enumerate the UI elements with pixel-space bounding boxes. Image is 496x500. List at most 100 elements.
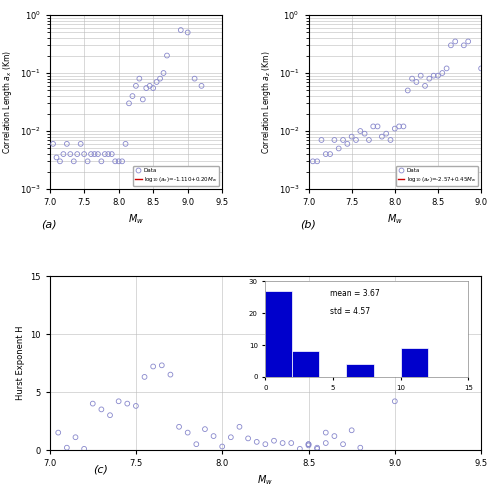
Point — [201, 425, 209, 433]
Point — [190, 74, 198, 82]
Point — [97, 406, 105, 413]
X-axis label: $M_w$: $M_w$ — [387, 212, 403, 226]
Point — [84, 158, 92, 166]
Point — [408, 284, 416, 292]
Point — [124, 400, 131, 407]
Point — [335, 144, 343, 152]
Point — [63, 140, 71, 148]
Legend: Data, $\log_{10}(a_z)$=-2.57+0.45$M_w$: Data, $\log_{10}(a_z)$=-2.57+0.45$M_w$ — [396, 166, 478, 186]
Point — [270, 436, 278, 444]
Y-axis label: Correlation Length $a_z$ (Km): Correlation Length $a_z$ (Km) — [260, 50, 273, 154]
X-axis label: $M_w$: $M_w$ — [128, 212, 144, 226]
Point — [417, 72, 425, 80]
Point — [296, 445, 304, 453]
Legend: Data, $\log_{10}(a_x)$=-1.110+0.20$M_w$: Data, $\log_{10}(a_x)$=-1.110+0.20$M_w$ — [133, 166, 219, 186]
Point — [356, 444, 364, 452]
Point — [382, 130, 390, 138]
Point — [399, 122, 407, 130]
Point — [365, 298, 373, 306]
Point — [104, 150, 112, 158]
Point — [305, 440, 312, 448]
Point — [60, 150, 67, 158]
Point — [167, 370, 175, 378]
Point — [87, 150, 95, 158]
Point — [322, 428, 330, 436]
Point — [430, 72, 437, 80]
Point — [177, 26, 185, 34]
Point — [408, 74, 416, 82]
Point — [305, 440, 312, 448]
Point — [339, 440, 347, 448]
Text: (b): (b) — [300, 220, 316, 230]
Point — [313, 444, 321, 452]
Point — [80, 150, 88, 158]
Point — [175, 423, 183, 431]
Point — [153, 78, 161, 86]
Point — [451, 38, 459, 46]
Point — [391, 124, 399, 132]
Point — [227, 433, 235, 441]
Point — [369, 122, 377, 130]
Point — [412, 78, 420, 86]
Point — [63, 444, 71, 452]
Text: (a): (a) — [41, 220, 57, 230]
Point — [218, 442, 226, 450]
Point — [365, 136, 373, 144]
Point — [236, 423, 244, 431]
Point — [115, 398, 123, 406]
Point — [343, 140, 351, 148]
Point — [253, 438, 261, 446]
Point — [71, 433, 79, 441]
Point — [438, 69, 446, 77]
Point — [197, 82, 205, 90]
Point — [442, 64, 450, 72]
Point — [322, 150, 330, 158]
Point — [125, 100, 133, 108]
Point — [330, 432, 338, 440]
Point — [163, 52, 171, 60]
Point — [287, 439, 295, 447]
Point — [261, 440, 269, 448]
Point — [395, 122, 403, 130]
Point — [361, 130, 369, 138]
Point — [309, 158, 317, 166]
Point — [149, 362, 157, 370]
Point — [477, 64, 485, 72]
X-axis label: $M_w$: $M_w$ — [257, 474, 273, 488]
Point — [464, 38, 472, 46]
Point — [108, 150, 116, 158]
Point — [356, 127, 364, 135]
Point — [313, 445, 321, 453]
Point — [139, 96, 147, 104]
Point — [373, 122, 381, 130]
Point — [122, 140, 129, 148]
Point — [460, 42, 468, 50]
Point — [391, 398, 399, 406]
Point — [128, 92, 136, 100]
Point — [158, 362, 166, 370]
Point — [77, 140, 85, 148]
Point — [184, 428, 191, 436]
Point — [348, 132, 356, 140]
Point — [421, 82, 429, 90]
Point — [101, 150, 109, 158]
Point — [53, 154, 61, 162]
Point — [135, 74, 143, 82]
Point — [386, 136, 394, 144]
Point — [279, 439, 287, 447]
Point — [330, 136, 338, 144]
Point — [149, 84, 157, 92]
Point — [142, 84, 150, 92]
Point — [90, 150, 98, 158]
Y-axis label: Correlation Length $a_x$ (Km): Correlation Length $a_x$ (Km) — [1, 50, 14, 154]
Y-axis label: Hurst Exponent H: Hurst Exponent H — [15, 326, 24, 400]
Point — [313, 158, 321, 166]
Point — [49, 140, 57, 148]
Point — [305, 442, 312, 450]
Point — [132, 402, 140, 410]
Point — [434, 72, 442, 80]
Point — [54, 428, 62, 436]
Point — [160, 69, 168, 77]
Point — [339, 136, 347, 144]
Point — [348, 426, 356, 434]
